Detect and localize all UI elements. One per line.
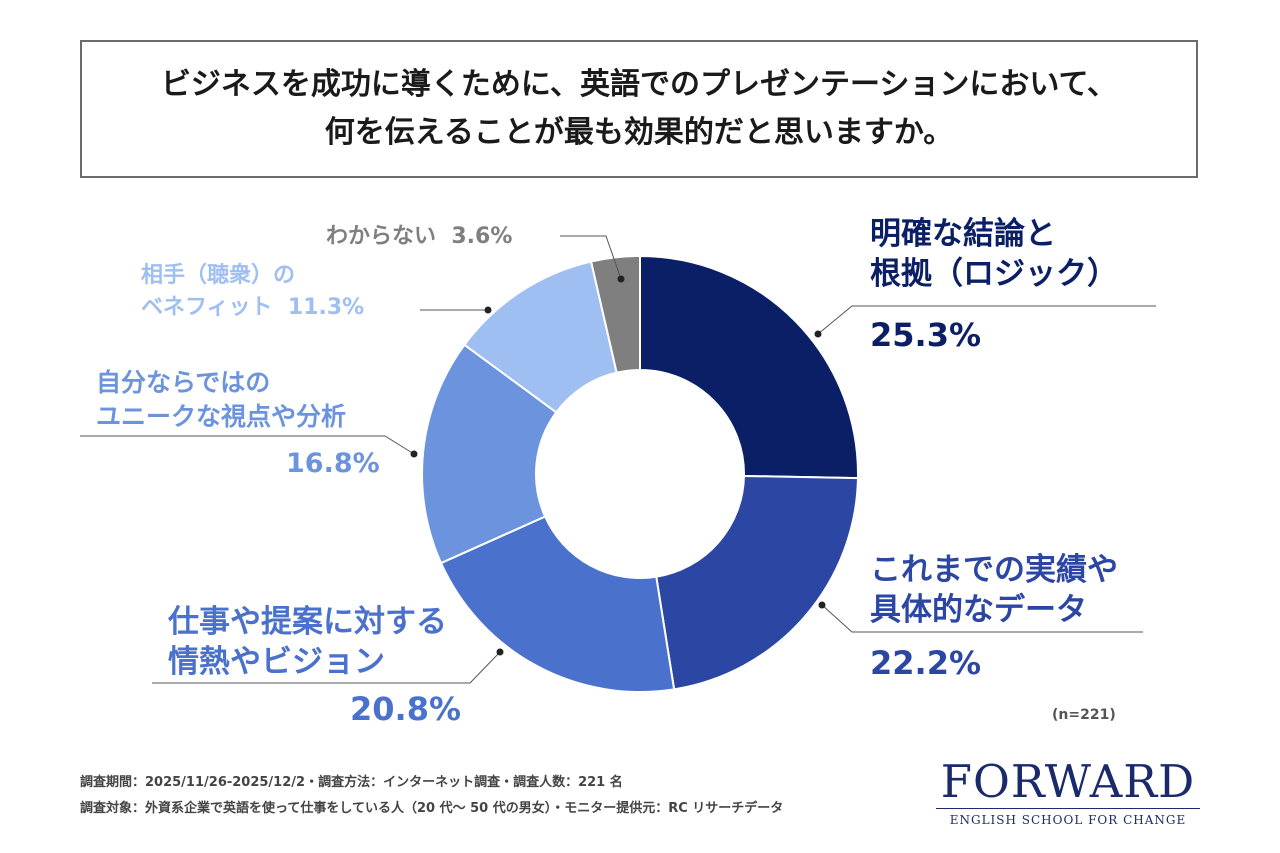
label-logic-line1: 明確な結論と xyxy=(870,216,1056,252)
label-unknown-text: わからない xyxy=(326,224,437,249)
leader-unique-dot xyxy=(410,450,418,458)
label-benefit: 相手（聴衆）の ベネフィット 11.3% xyxy=(141,260,364,324)
value-unknown: 3.6% xyxy=(451,224,513,249)
title-box: ビジネスを成功に導くために、英語でのプレゼンテーションにおいて、 何を伝えること… xyxy=(80,40,1198,178)
leader-unknown-dot xyxy=(617,275,625,283)
leader-unknown xyxy=(560,235,622,280)
value-passion: 20.8% xyxy=(350,690,462,728)
label-passion: 仕事や提案に対する 情熱やビジョン xyxy=(168,602,447,682)
slice-data xyxy=(655,474,859,691)
label-benefit-line2: ベネフィット 11.3% xyxy=(141,292,364,324)
sample-size-label: (n=221) xyxy=(1052,707,1116,723)
title-line-2: 何を伝えることが最も効果的だと思いますか。 xyxy=(324,115,954,150)
value-logic: 25.3% xyxy=(870,316,982,354)
leader-passion xyxy=(152,651,501,684)
slice-unknown xyxy=(589,254,641,374)
leader-passion-dot xyxy=(496,648,504,656)
value-data: 22.2% xyxy=(870,644,982,682)
leader-data-dot xyxy=(818,601,826,609)
title-line-1: ビジネスを成功に導くために、英語でのプレゼンテーションにおいて、 xyxy=(160,67,1118,102)
label-benefit-line2-text: ベネフィット xyxy=(141,295,273,320)
forward-logo: FORWARD ENGLISH SCHOOL FOR CHANGE xyxy=(936,758,1200,827)
logo-wordmark: FORWARD xyxy=(940,755,1196,808)
label-unique-line1: 自分ならではの xyxy=(96,368,271,397)
label-data-line1: これまでの実績や xyxy=(870,552,1118,588)
slice-logic xyxy=(639,254,859,480)
label-benefit-line1: 相手（聴衆）の xyxy=(141,263,296,288)
label-logic-line2: 根拠（ロジック） xyxy=(870,256,1118,292)
leader-unique xyxy=(80,435,415,455)
label-data: これまでの実績や 具体的なデータ xyxy=(870,550,1118,630)
logo-divider xyxy=(936,808,1200,809)
slice-unique xyxy=(421,343,558,565)
survey-period-note: 調査期間：2025/11/26-2025/12/2・調査方法：インターネット調査… xyxy=(80,775,623,790)
label-unknown: わからない 3.6% xyxy=(326,221,512,253)
leader-logic xyxy=(817,305,1156,335)
slice-passion xyxy=(439,515,676,693)
label-data-line2: 具体的なデータ xyxy=(870,592,1087,628)
label-unique: 自分ならではの ユニークな視点や分析 xyxy=(96,366,346,434)
label-logic: 明確な結論と 根拠（ロジック） xyxy=(870,214,1118,294)
label-passion-line1: 仕事や提案に対する xyxy=(168,604,447,640)
value-benefit: 11.3% xyxy=(287,295,365,320)
leader-logic-dot xyxy=(814,330,822,338)
leader-benefit-dot xyxy=(484,306,492,314)
label-passion-line2: 情熱やビジョン xyxy=(168,644,385,680)
survey-target-note: 調査対象：外資系企業で英語を使って仕事をしている人（20 代～ 50 代の男女）… xyxy=(80,801,784,816)
value-unique: 16.8% xyxy=(286,448,380,479)
logo-subtitle: ENGLISH SCHOOL FOR CHANGE xyxy=(949,813,1187,827)
label-unique-line2: ユニークな視点や分析 xyxy=(96,402,347,431)
leader-data xyxy=(821,604,1143,633)
